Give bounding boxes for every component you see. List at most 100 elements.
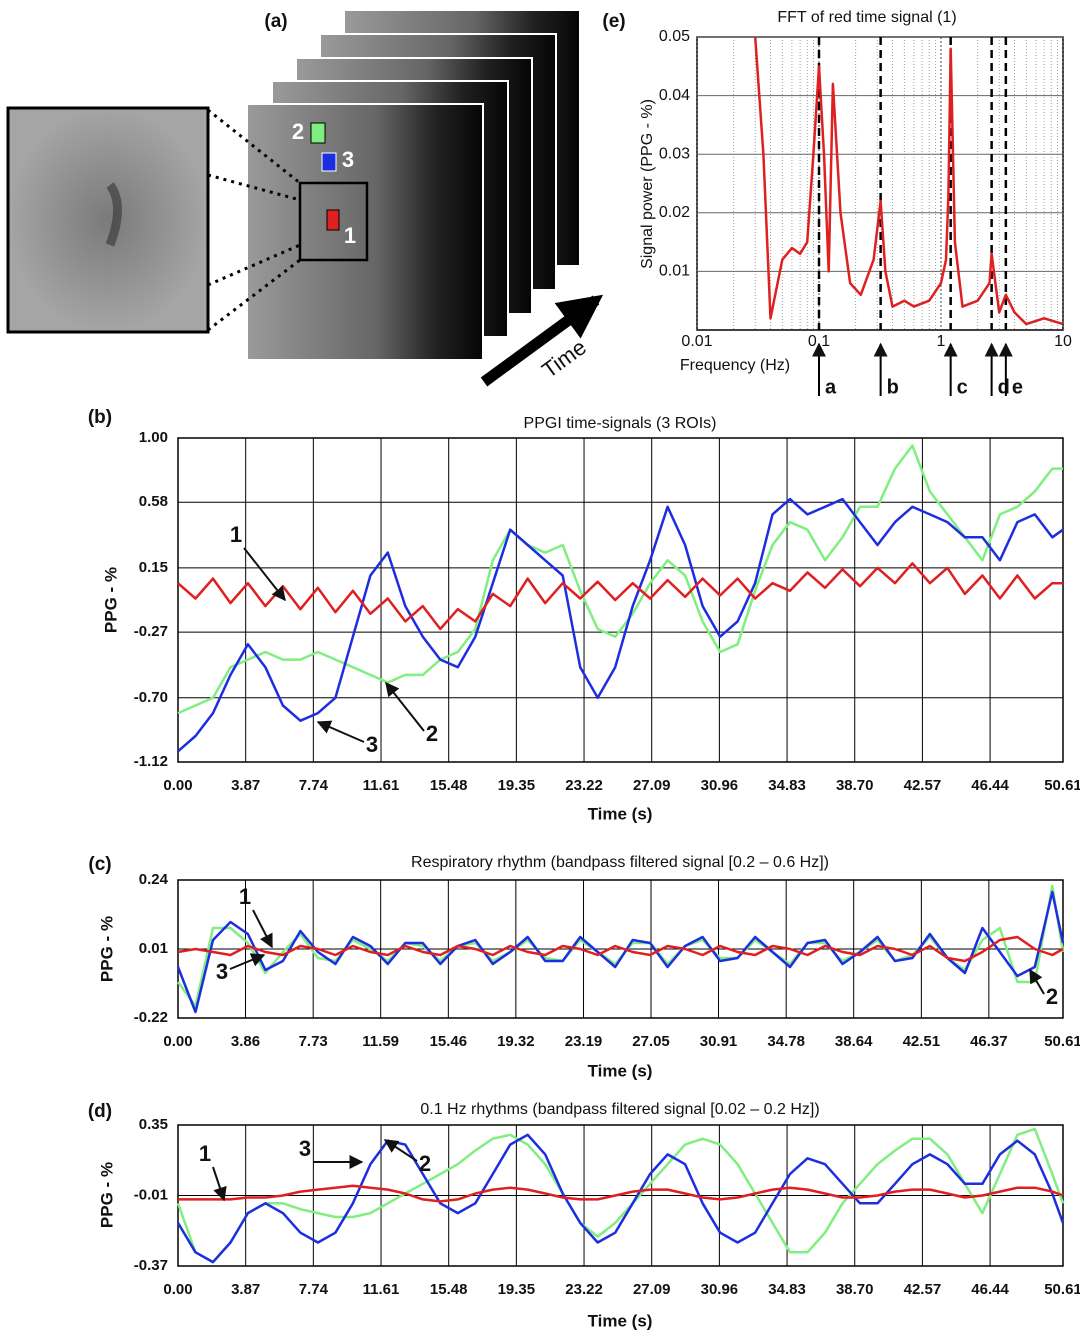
x-tick-label: 50.61	[1044, 777, 1080, 794]
annotation: 2	[426, 721, 438, 746]
series-line	[177, 444, 1063, 715]
image-panel: 2 3 1 (a) Time	[6, 9, 604, 387]
roi-label: 1	[344, 223, 356, 248]
chart: -0.22 0.01 0.24 0.00 3.86 7.73 11.59 15.46 19.32…	[88, 854, 1080, 1080]
series-line	[753, 36, 1064, 326]
series-line	[177, 935, 1064, 963]
y-tick-label: 1.00	[139, 429, 168, 446]
panel-label: (b)	[88, 407, 112, 428]
x-tick-label: 7.73	[299, 1033, 328, 1050]
vein	[105, 182, 122, 247]
x-tick-label: 42.57	[904, 777, 942, 794]
x-tick-label: 0.00	[163, 777, 192, 794]
chart-title: Respiratory rhythm (bandpass filtered si…	[411, 854, 829, 871]
panel-label: (a)	[264, 11, 287, 32]
zoom-lines	[207, 108, 301, 332]
x-tick-label: 42.51	[903, 1033, 941, 1050]
annotation-arrow	[229, 953, 266, 970]
x-tick-label: 46.37	[970, 1033, 1008, 1050]
annotation-arrow	[212, 1166, 227, 1202]
x-tick-label: 10	[1054, 333, 1072, 350]
x-tick-label: 30.96	[701, 1281, 739, 1298]
series-line	[178, 1184, 1064, 1203]
y-tick-label: -0.27	[134, 623, 168, 640]
x-tick-label: 38.70	[836, 777, 874, 794]
series-line	[176, 1133, 1065, 1264]
annotation-arrow	[316, 720, 365, 743]
x-tick-label: 23.22	[565, 1281, 603, 1298]
x-tick-label: 27.05	[632, 1033, 670, 1050]
panel-label: (c)	[88, 854, 111, 875]
annotation: 1	[239, 884, 251, 909]
x-tick-label: 34.83	[768, 777, 806, 794]
y-tick-label: -0.22	[134, 1009, 168, 1026]
chart-title: PPGI time-signals (3 ROIs)	[524, 415, 717, 432]
chart: -1.12 -0.70 -0.27 0.15 0.58 1.00 0.00 3.87 7.74 1…	[88, 407, 1080, 823]
y-tick-label: -0.70	[134, 689, 168, 706]
x-tick-label: 0.00	[163, 1281, 192, 1298]
annotation: 2	[1046, 984, 1058, 1009]
annotation-arrow	[383, 1139, 418, 1162]
annotation: 3	[216, 959, 228, 984]
y-tick-label: 0.01	[659, 263, 690, 280]
roi-label: 2	[292, 119, 304, 144]
y-tick-label: 0.02	[659, 204, 690, 221]
zoom-box	[298, 181, 369, 262]
x-tick-label: 15.48	[430, 1281, 468, 1298]
marker-label: b	[887, 376, 899, 398]
roi-1	[326, 209, 340, 231]
y-tick-label: 0.01	[139, 940, 168, 957]
x-tick-label: 38.70	[836, 1281, 874, 1298]
x-tick-label: 46.44	[971, 1281, 1009, 1298]
annotation: 3	[299, 1136, 311, 1161]
x-tick-label: 7.74	[299, 777, 329, 794]
x-tick-label: 30.96	[701, 777, 739, 794]
zoom-view	[6, 106, 210, 334]
x-tick-label: 0.01	[681, 333, 712, 350]
annotation: 3	[366, 732, 378, 757]
y-axis-label: PPG - %	[97, 916, 116, 982]
y-tick-label: 0.15	[139, 559, 168, 576]
marker-label: c	[957, 376, 968, 398]
panel-label: (e)	[602, 11, 625, 32]
x-tick-label: 42.57	[904, 1281, 942, 1298]
x-axis-label: Frequency (Hz)	[680, 357, 790, 374]
y-axis-label: PPG - %	[97, 1162, 116, 1228]
y-tick-label: -1.12	[134, 753, 168, 770]
x-tick-label: 34.78	[767, 1033, 805, 1050]
y-tick-label: -0.01	[134, 1186, 168, 1203]
frame	[246, 103, 484, 361]
y-tick-label: 0.35	[139, 1116, 168, 1133]
marker-label: e	[1012, 376, 1023, 398]
series-line	[176, 1127, 1065, 1264]
annotation-arrow	[243, 547, 286, 602]
x-tick-label: 23.19	[565, 1033, 603, 1050]
annotation-arrow	[252, 909, 273, 949]
series-line	[177, 562, 1063, 631]
chart-title: 0.1 Hz rhythms (bandpass filtered signal…	[420, 1101, 819, 1118]
roi-2	[310, 122, 326, 144]
time-arrow	[480, 294, 604, 387]
chart: -0.37 -0.01 0.35 0.00 3.87 7.74 11.61 15.48 19.3…	[88, 1101, 1080, 1330]
annotation: 2	[419, 1151, 431, 1176]
x-axis-label: Time (s)	[588, 1061, 653, 1080]
x-tick-label: 15.46	[430, 1033, 468, 1050]
x-tick-label: 3.87	[231, 777, 260, 794]
plot-area	[177, 437, 1064, 763]
x-tick-label: 11.59	[362, 1033, 399, 1050]
x-tick-label: 19.35	[498, 777, 536, 794]
x-tick-label: 46.44	[971, 777, 1009, 794]
annotation-arrow	[385, 681, 425, 732]
x-axis-label: Time (s)	[588, 1311, 653, 1330]
roi-label: 3	[342, 147, 354, 172]
series-line	[177, 497, 1064, 753]
x-tick-label: 15.48	[430, 777, 468, 794]
x-tick-label: 34.83	[768, 1281, 806, 1298]
x-tick-label: 3.87	[231, 1281, 260, 1298]
x-tick-label: 19.32	[497, 1033, 535, 1050]
y-axis-label: PPG - %	[101, 567, 120, 633]
y-axis-label: Signal power (PPG - %)	[639, 99, 656, 269]
x-tick-label: 38.64	[835, 1033, 873, 1050]
annotation-arrow	[1029, 968, 1045, 995]
